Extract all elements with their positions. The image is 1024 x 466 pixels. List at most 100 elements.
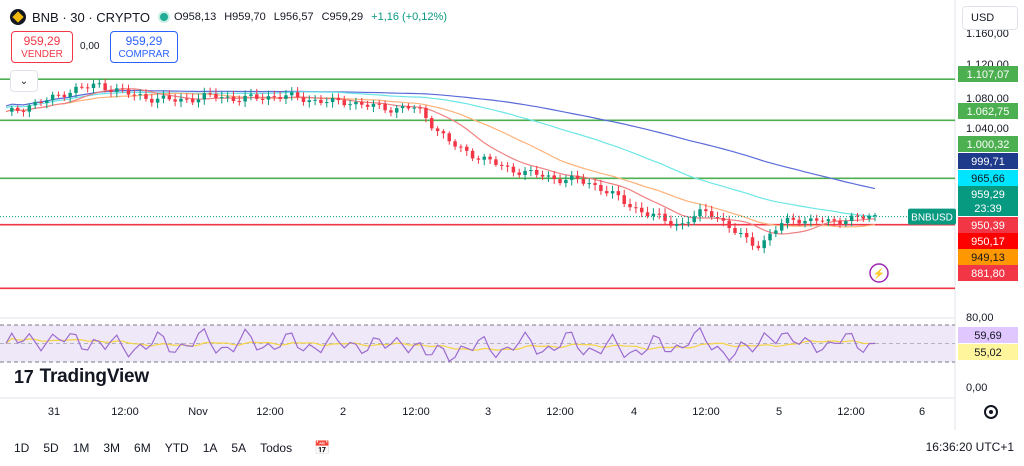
candle-body [97, 83, 102, 85]
candle-body [126, 89, 131, 95]
price-tag-countdown [958, 200, 1018, 216]
candle-body [861, 216, 866, 219]
candle-body [517, 172, 521, 175]
time-axis-label: 31 [48, 406, 60, 418]
currency-selector[interactable]: USD [962, 6, 1018, 30]
range-5a[interactable]: 5A [231, 441, 247, 455]
candle-body [400, 106, 405, 109]
candle-body [365, 104, 370, 107]
candle-body [354, 101, 358, 105]
gear-icon[interactable] [984, 405, 998, 419]
candle-body [284, 95, 288, 99]
candle-body [214, 93, 218, 99]
candle-body [249, 94, 253, 96]
candle-body [132, 94, 137, 96]
candle-body [10, 107, 14, 112]
candle-body [587, 183, 591, 185]
time-axis-label: 12:00 [546, 406, 574, 418]
candle-body [873, 215, 877, 217]
time-axis-label: 3 [485, 406, 491, 418]
candle-body [190, 98, 195, 103]
candle-body [494, 159, 498, 165]
price-tag-level-1107 [958, 66, 1018, 82]
candle-body [301, 97, 306, 103]
candle-body [68, 92, 72, 98]
candle-body [680, 223, 685, 225]
rsi-value-tag-bg [958, 327, 1018, 343]
candle-body [383, 103, 387, 111]
candle-body [237, 100, 242, 102]
candle-body [558, 179, 562, 184]
ma-line-blue [5, 89, 876, 190]
candle-body [459, 146, 463, 148]
candle-body [604, 191, 609, 194]
range-1d[interactable]: 1D [14, 441, 30, 455]
range-1m[interactable]: 1M [72, 441, 90, 455]
candle-body [733, 228, 737, 234]
candle-body [657, 213, 661, 215]
sell-button[interactable]: 959,29 VENDER [11, 31, 73, 63]
candle-body [231, 96, 236, 101]
rsi-axis-tick: 80,00 [966, 312, 994, 324]
candle-body [488, 156, 492, 160]
live-dot-icon [160, 13, 168, 21]
time-axis-label: Nov [188, 406, 208, 418]
candle-body [709, 211, 714, 218]
price-tag-ma-949 [958, 249, 1018, 265]
clock-timezone[interactable]: 16:36:20 UTC+1 [925, 440, 1014, 454]
range-5d[interactable]: 5D [43, 441, 59, 455]
candle-body [196, 99, 201, 103]
price-tag-label-countdown: 23:39 [974, 203, 1002, 215]
calendar-icon[interactable]: 📅 [314, 440, 331, 455]
candle-body [674, 224, 679, 226]
candle-body [85, 87, 90, 89]
price-tag-label-level-950-39: 950,39 [971, 220, 1005, 232]
price-tag-label-ma-949: 949,13 [971, 252, 1005, 264]
candle-body [465, 146, 469, 151]
candle-body [295, 92, 300, 98]
bnb-logo-icon [10, 9, 26, 25]
candle-body [622, 195, 626, 204]
candle-body [779, 223, 784, 231]
time-axis-label: 4 [631, 406, 637, 418]
candle-body [109, 89, 113, 92]
range-6m[interactable]: 6M [134, 441, 151, 455]
symbol-tag-bg [908, 208, 956, 225]
price-axis-tick: 1.160,00 [966, 28, 1009, 40]
rsi-signal-tag: 55,02 [974, 347, 1002, 359]
rsi-line [5, 326, 876, 363]
price-axis-tick: 1.080,00 [966, 93, 1009, 105]
range-todos[interactable]: Todos [260, 441, 293, 455]
candle-body [663, 213, 667, 222]
candle-body [138, 94, 142, 96]
rsi-signal-tag-bg [958, 344, 1018, 360]
time-axis-label: 2 [340, 406, 346, 418]
candle-body [33, 101, 37, 106]
price-tag-level-881 [958, 265, 1018, 281]
buy-button[interactable]: 959,29 COMPRAR [110, 31, 178, 63]
candle-body [45, 100, 49, 103]
price-tag-ma-965 [958, 170, 1018, 186]
candle-body [797, 219, 801, 224]
ohlc-close: C959,29 [321, 11, 364, 23]
candle-body [564, 179, 568, 184]
candle-body [243, 95, 247, 102]
candle-body [744, 232, 749, 238]
candle-body [319, 99, 323, 104]
candle-body [552, 175, 556, 180]
symbol-title[interactable]: BNB · 30 · CRYPTO [32, 9, 150, 25]
candle-body [832, 219, 836, 221]
price-tag-label-ma-999: 999,71 [971, 156, 1005, 168]
range-ytd[interactable]: YTD [164, 441, 189, 455]
collapse-chevron-icon[interactable]: ⌄ [10, 70, 38, 92]
candle-body [791, 217, 796, 220]
tradingview-logo[interactable]: 17 TradingView [14, 366, 149, 388]
range-3m[interactable]: 3M [103, 441, 121, 455]
candle-body [768, 233, 772, 241]
lightning-icon[interactable] [869, 263, 889, 283]
buy-label: COMPRAR [118, 49, 170, 60]
candle-body [74, 86, 78, 93]
range-1a[interactable]: 1A [202, 441, 218, 455]
